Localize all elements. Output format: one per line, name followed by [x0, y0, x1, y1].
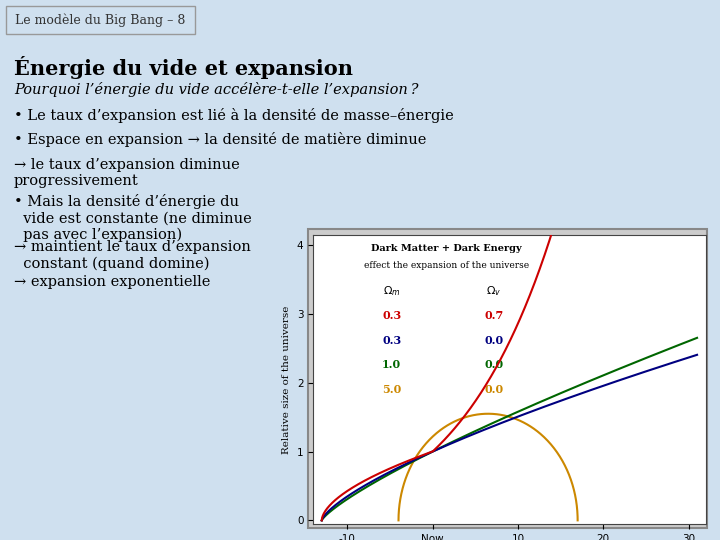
Text: 0.7: 0.7	[484, 310, 503, 321]
Text: Pourquoi l’énergie du vide accélère-t-elle l’expansion ?: Pourquoi l’énergie du vide accélère-t-el…	[14, 82, 418, 97]
Text: 5.0: 5.0	[382, 384, 401, 395]
Text: → expansion exponentielle: → expansion exponentielle	[14, 275, 210, 289]
Text: 1.0: 1.0	[382, 359, 401, 370]
Text: Énergie du vide et expansion: Énergie du vide et expansion	[14, 56, 353, 79]
FancyBboxPatch shape	[308, 229, 707, 528]
Text: $\Omega_m$: $\Omega_m$	[383, 284, 400, 298]
Text: 0.3: 0.3	[382, 310, 401, 321]
Text: • Espace en expansion → la densité de matière diminue: • Espace en expansion → la densité de ma…	[14, 132, 426, 147]
Text: 0.3: 0.3	[382, 335, 401, 346]
Text: Dark Matter + Dark Energy: Dark Matter + Dark Energy	[372, 244, 522, 253]
Text: effect the expansion of the universe: effect the expansion of the universe	[364, 261, 529, 270]
Text: 0.0: 0.0	[484, 335, 503, 346]
Text: Le modèle du Big Bang – 8: Le modèle du Big Bang – 8	[15, 14, 185, 27]
Text: • Mais la densité d’énergie du
  vide est constante (ne diminue
  pas avec l’exp: • Mais la densité d’énergie du vide est …	[14, 194, 252, 242]
Text: 0.0: 0.0	[484, 359, 503, 370]
Text: 0.0: 0.0	[484, 384, 503, 395]
FancyBboxPatch shape	[6, 6, 195, 34]
Text: → le taux d’expansion diminue
progressivement: → le taux d’expansion diminue progressiv…	[14, 158, 240, 188]
Y-axis label: Relative size of the universe: Relative size of the universe	[282, 305, 292, 454]
Text: → maintient le taux d’expansion
  constant (quand domine): → maintient le taux d’expansion constant…	[14, 240, 251, 271]
Text: • Le taux d’expansion est lié à la densité de masse–énergie: • Le taux d’expansion est lié à la densi…	[14, 108, 454, 123]
Text: $\Omega_v$: $\Omega_v$	[486, 284, 501, 298]
